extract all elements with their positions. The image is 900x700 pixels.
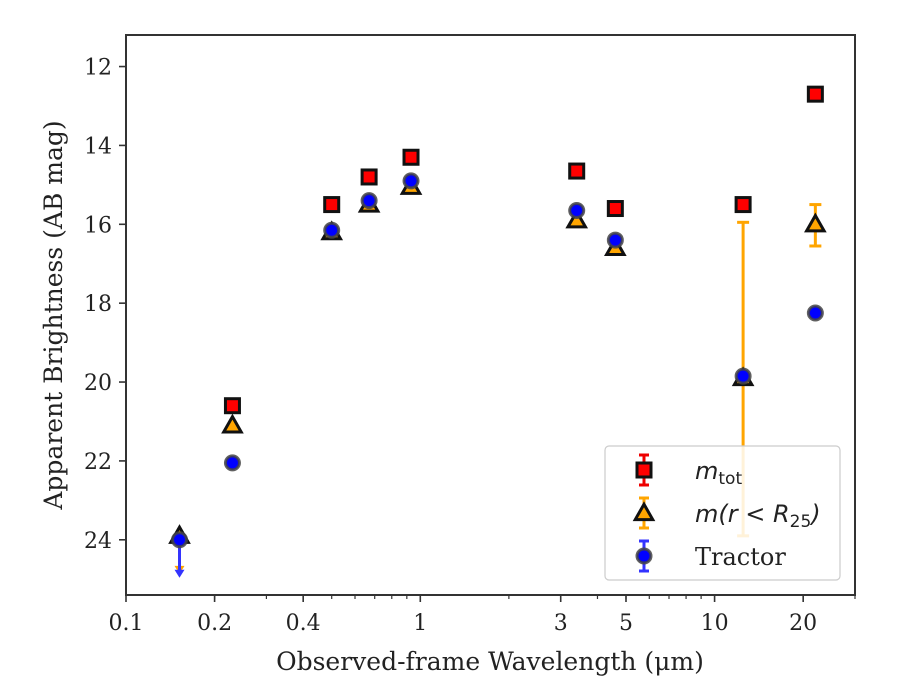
legend: mtot m(r < R25) Tractor (604, 445, 841, 581)
y-tick-label: 24 (84, 529, 112, 554)
data-point-circle (171, 531, 189, 549)
legend-label: Tractor (695, 543, 786, 571)
axis-ticks: 0.1 0.2 0.4 1 3 5 10 20 12 14 16 18 20 22 24 (84, 56, 856, 636)
y-tick-label: 18 (84, 292, 112, 317)
data-point-square (734, 196, 752, 214)
x-tick-label: 0.4 (286, 611, 321, 636)
series-circle (171, 172, 824, 578)
data-point-square (223, 397, 241, 415)
limit-arrowhead (174, 569, 185, 578)
data-point-circle (323, 221, 341, 239)
x-tick-label: 10 (701, 611, 729, 636)
y-tick-label: 20 (84, 371, 112, 396)
data-point-circle (734, 367, 752, 385)
legend-box (604, 445, 841, 581)
x-tick-label: 20 (789, 611, 817, 636)
data-point-square (806, 85, 824, 103)
data-point-circle (223, 454, 241, 472)
data-point-triangle (221, 413, 244, 434)
data-point-square (323, 196, 341, 214)
legend-marker-square (635, 461, 653, 479)
data-point-triangle (565, 208, 589, 229)
x-tick-label: 3 (554, 611, 568, 636)
y-tick-label: 14 (84, 134, 112, 159)
legend-marker-circle (635, 547, 653, 565)
x-tick-label: 5 (619, 611, 633, 636)
x-tick-label: 1 (413, 611, 427, 636)
data-point-circle (606, 231, 624, 249)
data-point-square (360, 168, 378, 186)
data-point-square (568, 162, 586, 180)
x-tick-label: 0.2 (197, 611, 232, 636)
data-point-circle (806, 304, 824, 322)
data-point-circle (360, 192, 378, 210)
x-axis-label: Observed-frame Wavelength (μm) (276, 647, 704, 676)
series-square (223, 85, 824, 415)
data-point-triangle (804, 212, 827, 233)
data-point-square (402, 148, 420, 166)
y-tick-label: 12 (84, 56, 112, 81)
legend-label: m(r < R25) (695, 500, 821, 532)
y-tick-label: 16 (84, 213, 112, 238)
data-point-circle (568, 201, 586, 219)
legend-marker-triangle (632, 501, 656, 522)
y-tick-label: 22 (84, 450, 112, 475)
x-tick-label: 0.1 (109, 611, 144, 636)
legend-label: mtot (695, 457, 742, 489)
data-point-square (606, 200, 624, 218)
y-axis-label: Apparent Brightness (AB mag) (39, 120, 68, 510)
data-point-circle (402, 172, 420, 190)
